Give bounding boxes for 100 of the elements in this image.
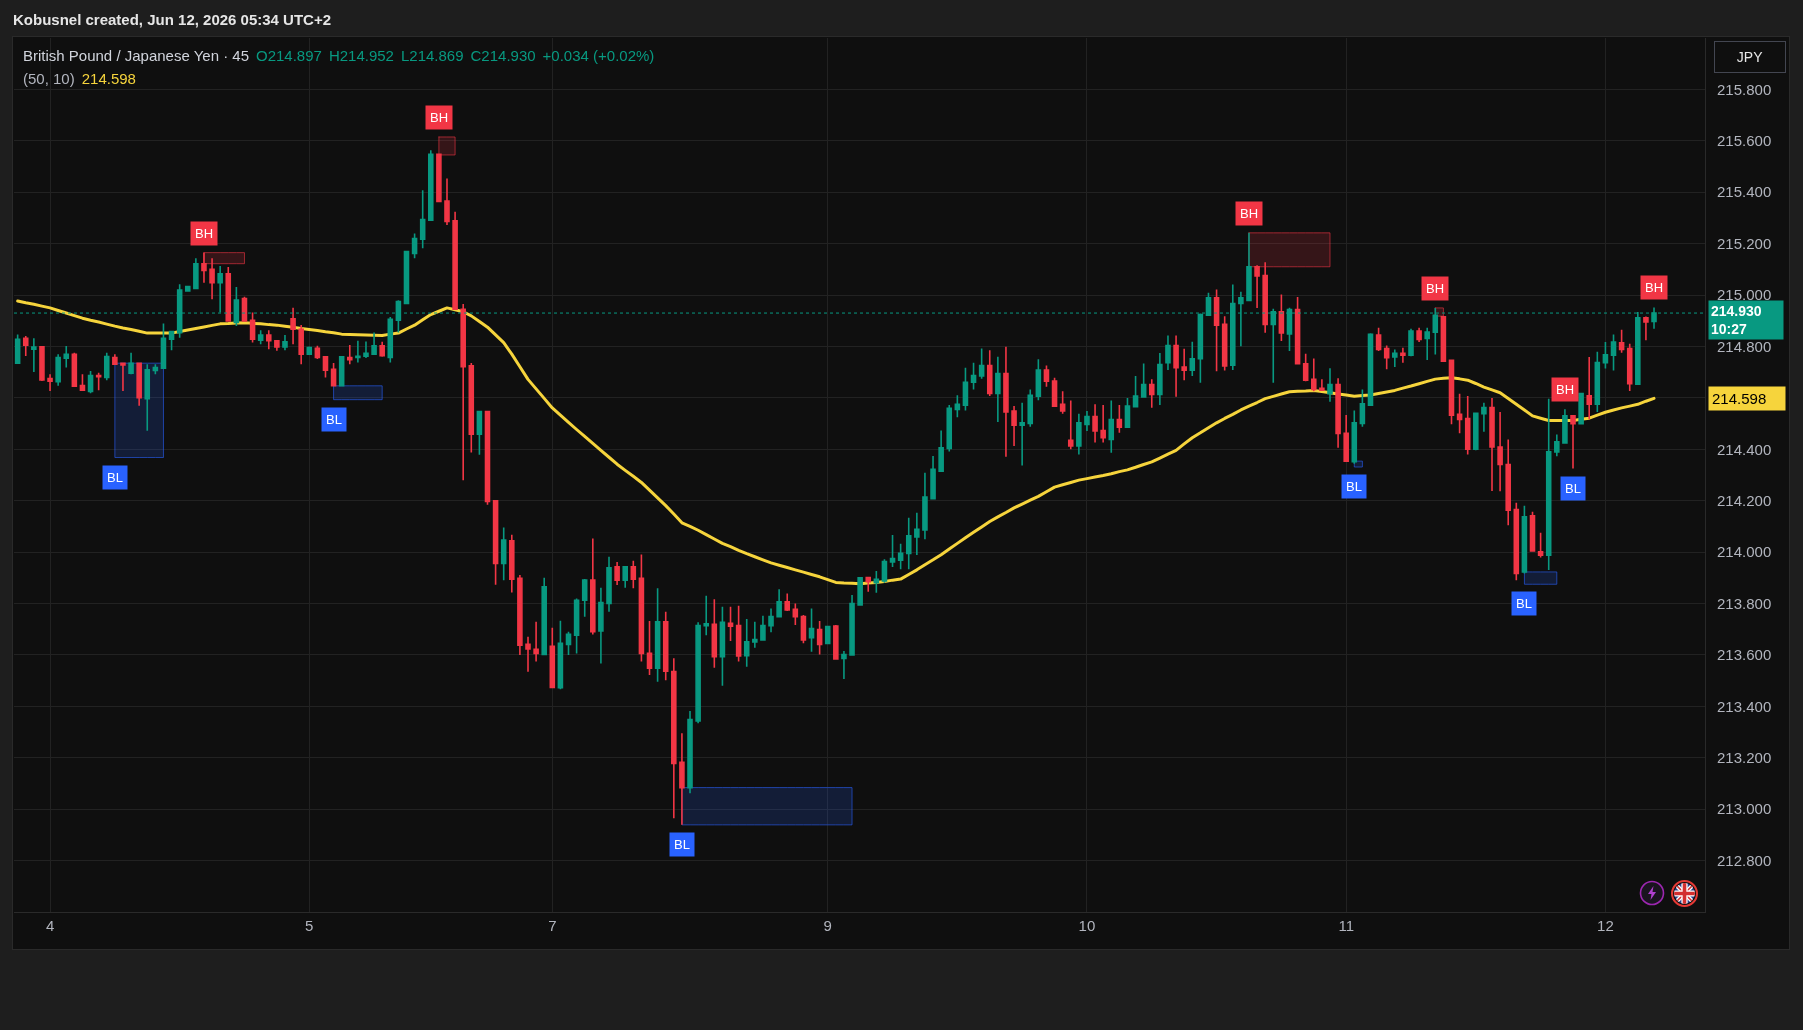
candlestick [833,624,839,660]
y-tick-label: 213.000 [1717,800,1772,818]
candlestick [654,587,661,683]
text: Kobusnel created, Jun 12, 2026 05:34 UTC+2 [13,11,332,28]
candlestick [1011,405,1017,447]
candlestick [1383,344,1390,371]
annotation: 214.598 [81,70,136,87]
x-tick-label: 12 [1597,917,1614,934]
annotation: O214.897 [256,47,322,64]
candlestick [525,635,531,673]
candlestick [590,537,596,636]
candlestick [330,362,337,387]
candlestick [160,322,167,370]
candlestick [1464,395,1471,456]
candlestick [1570,415,1576,470]
candlestick [1124,397,1131,428]
candlestick [1311,357,1317,392]
candlestick [419,189,426,250]
candlestick [671,657,677,819]
candlestick [986,349,993,397]
candlestick [452,210,458,310]
candlestick [1562,408,1568,445]
x-tick-label: 10 [1078,917,1096,934]
candlestick [1473,411,1479,452]
candlestick [816,620,823,656]
candlestick [201,251,207,284]
annotation: BL [674,837,690,852]
candlestick [1351,409,1358,465]
candlestick [1545,397,1552,571]
y-tick-label: 213.600 [1717,646,1772,664]
candlestick [743,618,750,668]
candlestick [1537,532,1544,559]
candlestick [824,625,831,645]
annotation: BH [1556,382,1575,397]
candlestick [492,499,499,586]
candlestick [500,526,507,581]
annotation: BH [195,226,214,241]
candlestick [1586,356,1592,421]
candlestick [476,410,483,456]
candlestick [379,341,385,358]
candlestick [112,353,118,366]
candlestick [1424,326,1430,361]
y-tick-label: 215.600 [1717,132,1772,150]
annotation: BH [1240,206,1259,221]
candlestick [1254,264,1260,309]
candlestick [1456,392,1463,435]
y-tick-label: 213.800 [1717,594,1772,612]
candlestick [347,344,353,366]
candlestick [897,542,904,571]
candlestick [978,347,985,380]
candlestick [703,595,709,636]
candlestick [47,373,53,392]
candlestick [1489,397,1495,492]
candlestick [622,565,628,589]
candlestick [460,303,466,481]
candlestick [468,362,475,454]
candlestick [889,534,896,568]
candlestick [22,335,29,357]
candlestick [184,285,191,292]
y-tick-label: 215.000 [1717,286,1772,304]
candlestick [209,257,215,300]
candlestick [1343,414,1349,462]
candlestick [541,577,547,656]
candlestick [1084,410,1090,432]
annotation: H214.952 [328,47,394,64]
candlestick [727,606,734,642]
candlestick [63,345,70,369]
candlestick [274,340,280,352]
candlestick [800,614,807,645]
x-tick-label: 4 [45,917,55,934]
candlestick [1400,346,1406,364]
candlestick [1051,377,1058,407]
annotation: C214.930 [470,47,536,64]
candlestick [719,606,726,687]
candlestick [428,149,434,222]
candlestick [371,331,377,355]
candlestick [865,576,872,593]
candlestick [1059,390,1066,415]
candlestick [849,594,855,656]
candlestick [1416,326,1422,343]
candlestick [662,610,669,681]
candlestick [881,558,888,584]
candlestick [517,574,523,656]
candlestick [695,621,701,725]
candlestick [1375,326,1382,352]
candlestick [1262,261,1268,334]
candlestick [257,329,264,345]
candlestick [1181,347,1187,381]
candlestick [1497,411,1503,492]
candlestick [338,355,345,387]
x-tick-label: 9 [823,917,832,934]
candlestick [1529,510,1536,552]
candlestick [962,367,969,412]
candlestick [679,732,685,826]
candlestick [735,605,742,663]
candlestick [265,329,272,351]
candlestick [857,576,863,606]
candlestick [1594,351,1601,413]
candlestick [946,404,953,453]
y-axis-title: JPY [1736,49,1764,65]
